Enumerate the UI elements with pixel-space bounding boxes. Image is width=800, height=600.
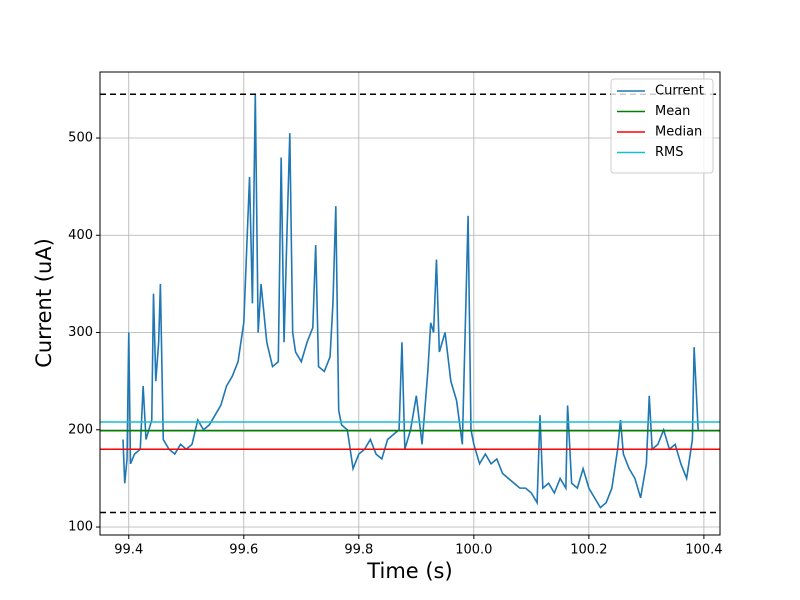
x-tick-label: 99.8 — [344, 543, 373, 558]
plot-frame — [99, 71, 721, 536]
legend-label: Median — [655, 125, 702, 140]
x-tick-label: 99.6 — [229, 543, 258, 558]
data-line — [122, 94, 699, 509]
y-tick-label: 300 — [68, 325, 93, 340]
y-tick-label: 400 — [68, 228, 93, 243]
legend-box — [610, 78, 714, 174]
y-tick-label: 100 — [68, 520, 93, 535]
y-tick-label: 500 — [68, 131, 93, 146]
x-tick-label: 100.4 — [685, 543, 722, 558]
x-tick-label: 100.0 — [455, 543, 492, 558]
x-tick-label: 99.4 — [114, 543, 143, 558]
legend-label: Current — [655, 84, 704, 99]
y-tick-label: 200 — [68, 422, 93, 437]
y-axis-label: Current (uA) — [32, 238, 56, 368]
legend-label: RMS — [655, 145, 684, 160]
x-tick-label: 100.2 — [570, 543, 607, 558]
x-axis-label: Time (s) — [366, 559, 452, 583]
legend-label: Mean — [655, 104, 690, 119]
